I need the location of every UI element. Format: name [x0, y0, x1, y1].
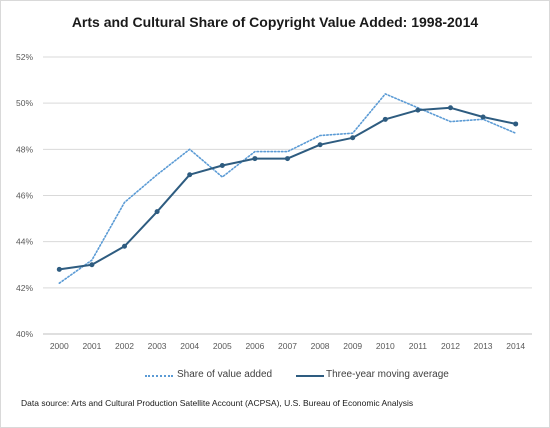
data-point: [219, 162, 225, 168]
series-line-share: [58, 93, 517, 285]
legend-label-share: Share of value added: [177, 369, 273, 380]
legend-swatch-dotted: [145, 375, 173, 377]
legend-label-moving-average: Three-year moving average: [326, 369, 449, 380]
data-point: [154, 209, 160, 215]
y-axis-ticks: 40% 42% 44% 46% 48% 50% 52%: [16, 52, 33, 339]
data-point: [415, 107, 421, 113]
x-tick-label: 2014: [506, 341, 525, 351]
x-tick-label: 2013: [474, 341, 493, 351]
data-point: [350, 135, 356, 141]
legend-item-share: Share of value added: [145, 369, 273, 380]
x-tick-label: 2000: [50, 341, 69, 351]
data-point: [448, 105, 453, 111]
x-tick-label: 2004: [180, 341, 199, 351]
x-tick-label: 2011: [409, 341, 428, 351]
data-point: [317, 142, 323, 148]
x-tick-label: 2010: [376, 341, 395, 351]
x-axis-ticks: 2000 2001 2002 2003 2004 2005 2006 2007 2008 2009…: [50, 341, 526, 351]
y-tick-label: 42%: [16, 283, 33, 293]
gridlines: [43, 56, 532, 335]
y-tick-label: 50%: [16, 98, 33, 108]
legend-item-moving-average: Three-year moving average: [296, 369, 449, 380]
data-point: [89, 262, 95, 268]
y-tick-label: 40%: [16, 329, 33, 339]
y-tick-label: 52%: [16, 52, 33, 62]
y-tick-label: 44%: [16, 237, 33, 247]
x-tick-label: 2003: [148, 341, 167, 351]
legend-swatch-solid: [296, 375, 324, 377]
x-tick-label: 2012: [441, 341, 460, 351]
legend: Share of value added Three-year moving a…: [0, 369, 550, 385]
y-tick-label: 46%: [16, 191, 33, 201]
series-line-moving-average: [59, 106, 516, 271]
data-point: [252, 156, 258, 162]
data-point: [56, 266, 62, 272]
data-point: [513, 121, 519, 127]
data-point: [285, 156, 290, 162]
data-point: [480, 114, 486, 120]
series-lines: [56, 93, 519, 285]
data-source-note: Data source: Arts and Cultural Productio…: [21, 398, 414, 408]
x-tick-label: 2005: [213, 341, 232, 351]
data-point: [382, 116, 388, 122]
x-tick-label: 2009: [343, 341, 362, 351]
x-tick-label: 2002: [115, 341, 134, 351]
x-tick-label: 2008: [311, 341, 330, 351]
x-tick-label: 2001: [82, 341, 101, 351]
y-tick-label: 48%: [16, 144, 33, 154]
data-point: [122, 243, 127, 249]
chart-title: Arts and Cultural Share of Copyright Val…: [71, 14, 479, 30]
x-tick-label: 2006: [245, 341, 264, 351]
data-point: [187, 172, 193, 178]
x-tick-label: 2007: [278, 341, 297, 351]
